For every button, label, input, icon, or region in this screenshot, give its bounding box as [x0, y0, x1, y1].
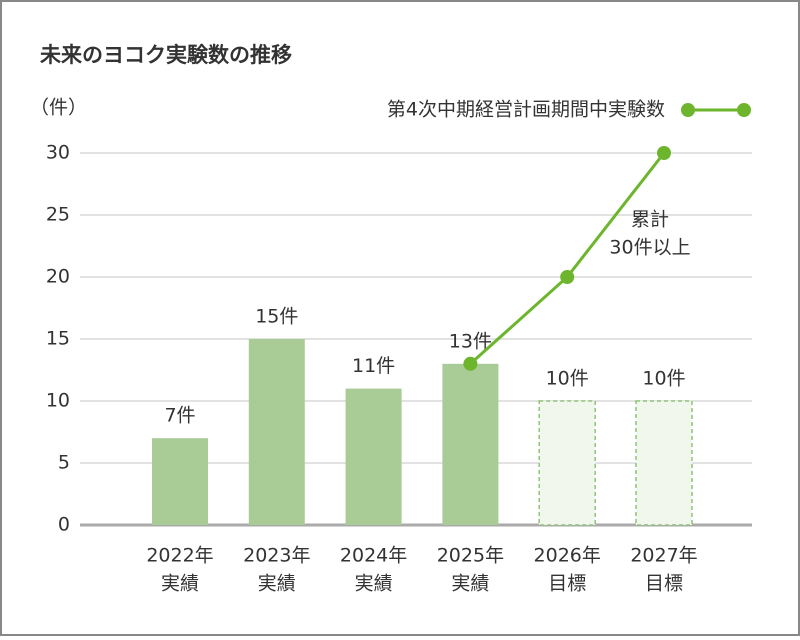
x-tick-label: 2027年	[630, 545, 697, 567]
value-label: 7件	[164, 405, 195, 427]
y-tick-label: 5	[58, 452, 70, 474]
x-tick-label: 2024年	[340, 545, 407, 567]
x-tick-label: 2022年	[146, 545, 213, 567]
y-tick-label: 30	[46, 142, 70, 164]
legend-dot	[681, 103, 695, 117]
y-tick-label: 25	[46, 204, 70, 226]
annotation: 30件以上	[609, 237, 690, 259]
y-tick-label: 0	[58, 514, 70, 536]
bar	[635, 400, 693, 526]
y-unit: （件）	[30, 97, 87, 119]
value-label: 13件	[449, 330, 492, 352]
annotation: 累計	[631, 209, 669, 231]
point	[657, 146, 671, 160]
value-label: 10件	[642, 368, 685, 390]
x-tick-label: 2023年	[243, 545, 310, 567]
x-tick-label: 2025年	[437, 545, 504, 567]
bar	[345, 388, 402, 525]
y-tick-label: 20	[46, 266, 70, 288]
chart-title: 未来のヨコク実験数の推移	[40, 43, 292, 67]
legend-dot	[737, 103, 751, 117]
x-tick-label: 目標	[548, 573, 586, 595]
bar	[248, 339, 305, 525]
value-label: 10件	[546, 368, 589, 390]
y-tick-label: 15	[46, 328, 70, 350]
x-tick-label: 実績	[161, 573, 199, 595]
value-label: 15件	[255, 306, 298, 328]
y-tick-label: 10	[46, 390, 70, 412]
legend-label: 第4次中期経営計画期間中実験数	[387, 99, 665, 121]
x-tick-label: 目標	[645, 573, 683, 595]
x-tick-label: 実績	[451, 573, 489, 595]
x-tick-label: 2026年	[534, 545, 601, 567]
x-tick-label: 実績	[258, 573, 296, 595]
x-tick-label: 実績	[355, 573, 393, 595]
bar	[538, 400, 596, 526]
point	[463, 356, 478, 371]
bar	[152, 438, 208, 525]
value-label: 11件	[352, 355, 395, 377]
bar	[442, 363, 499, 525]
point	[560, 270, 575, 284]
